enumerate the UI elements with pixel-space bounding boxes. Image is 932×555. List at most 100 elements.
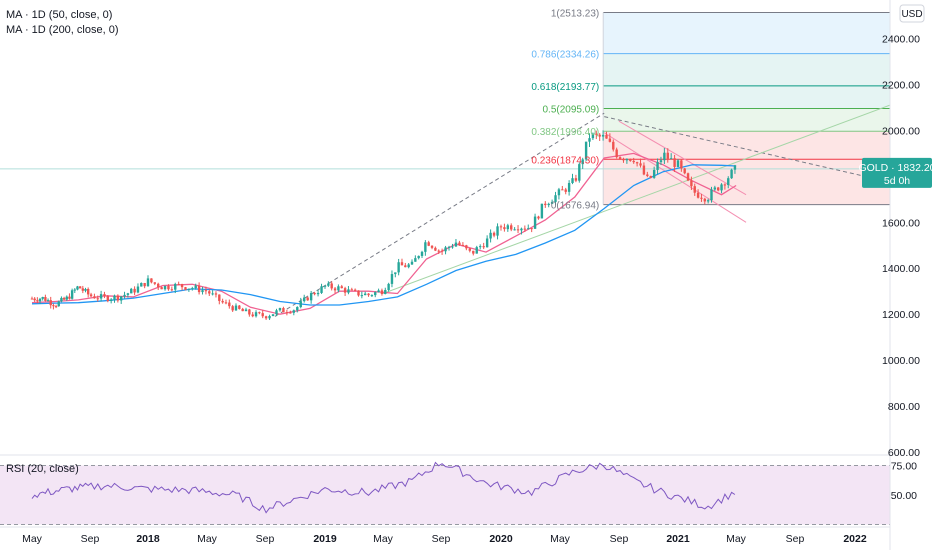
candle-body (608, 138, 612, 142)
time-tick-label: Sep (81, 533, 100, 545)
candle-body (292, 310, 296, 313)
candle-body (36, 300, 39, 302)
time-tick-label: 2018 (136, 533, 160, 545)
candle-body (103, 294, 106, 297)
currency-button (899, 4, 925, 23)
candle-body (221, 300, 224, 303)
candle-body (417, 255, 420, 259)
candle-body (157, 283, 160, 288)
candle-body (550, 201, 554, 204)
candle-body (120, 296, 123, 301)
legend-rsi[interactable]: RSI (20, close) (6, 463, 79, 475)
candle-body (686, 173, 690, 181)
candle-body (492, 232, 496, 236)
legend-ma200[interactable]: MA · 1D (200, close, 0) (6, 24, 119, 36)
candle-body (306, 297, 309, 301)
price-tick-label: 2400.00 (882, 34, 920, 46)
fib-band (603, 12, 890, 54)
candle-body (231, 306, 234, 311)
candle-body (410, 261, 414, 265)
candle-body (150, 278, 153, 283)
candle-body (618, 157, 622, 160)
candle-body (153, 282, 157, 284)
candle-body (309, 293, 313, 301)
candle-body (93, 296, 96, 299)
candle-body (248, 309, 251, 315)
price-tick-label: 1400.00 (882, 263, 920, 275)
candle-body (258, 312, 261, 314)
candle-body (65, 296, 68, 300)
candle-body (218, 294, 221, 301)
candle-body (86, 289, 90, 295)
candle-body (374, 292, 377, 296)
candle-body (659, 160, 663, 163)
rsi-line (31, 461, 736, 514)
candle-body (666, 152, 669, 159)
rsi-pane (0, 461, 890, 525)
candle-body (601, 134, 605, 137)
candle-body (598, 134, 601, 137)
candle-body (228, 302, 231, 307)
candle-body (720, 184, 723, 191)
candle-body (716, 187, 720, 191)
candle-body (282, 308, 285, 313)
price-badge (862, 157, 932, 188)
candle-body (160, 287, 163, 290)
candle-body (683, 168, 686, 174)
candle-body (49, 300, 52, 306)
fib-band (603, 53, 890, 86)
fib-band (603, 108, 890, 132)
candle-body (264, 316, 268, 319)
candle-body (313, 293, 316, 295)
candle-body (62, 297, 66, 300)
candle-body (60, 297, 63, 302)
candle-body (713, 187, 717, 190)
fib-label: 0.5(2095.09) (543, 105, 600, 116)
price-tick-label: 1200.00 (882, 309, 920, 321)
candle-body (184, 287, 187, 290)
fib-label: 1(2513.23) (551, 8, 599, 19)
candle-body (706, 200, 710, 202)
candle-body (420, 251, 424, 256)
candle-body (384, 289, 387, 295)
legend-ma50[interactable]: MA · 1D (50, close, 0) (6, 9, 113, 21)
channel-line (382, 104, 891, 294)
candle-body (730, 169, 733, 179)
time-tick-label: May (197, 533, 218, 545)
candle-body (241, 308, 244, 312)
candle-body (170, 289, 174, 291)
candle-body (635, 162, 639, 164)
candle-body (343, 288, 347, 293)
time-tick-label: May (373, 533, 394, 545)
candle-body (424, 242, 427, 252)
candle-body (320, 286, 323, 293)
candle-body (113, 295, 116, 300)
candle-body (676, 160, 680, 167)
candle-body (84, 289, 87, 291)
candle-body (629, 158, 632, 161)
candle-body (167, 285, 170, 290)
candle-body (397, 262, 400, 273)
candle-body (544, 203, 547, 206)
candle-body (353, 289, 357, 291)
time-tick-label: 2019 (313, 533, 337, 545)
candle-body (703, 198, 706, 202)
candle-body (669, 158, 673, 160)
candle-body (649, 175, 652, 178)
candle-body (407, 264, 410, 268)
trend-lines (274, 104, 891, 317)
candle-body (116, 295, 120, 301)
time-tick-label: 2020 (489, 533, 513, 545)
price-tick-label: 800.00 (888, 401, 920, 413)
price-badge-countdown: 5d 0h (884, 175, 910, 187)
candle-body (574, 178, 578, 181)
candle-body (251, 314, 254, 317)
channel-line (618, 120, 747, 196)
candle-body (303, 297, 306, 302)
candle-body (646, 174, 649, 176)
candle-body (591, 133, 595, 139)
candle-body (54, 306, 58, 308)
rsi-tick-label: 50.00 (891, 490, 917, 502)
